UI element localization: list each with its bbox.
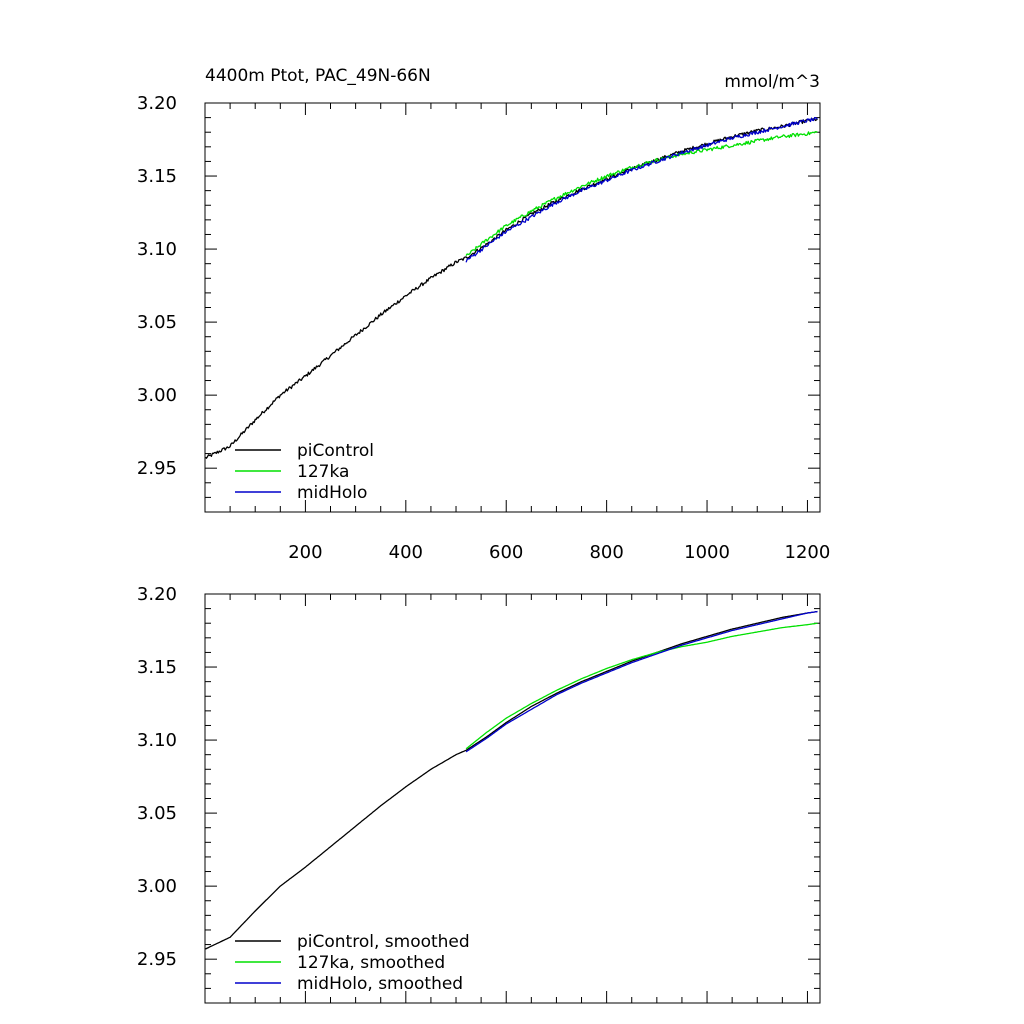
series-line-1 xyxy=(465,622,818,750)
y-tick-label: 3.00 xyxy=(137,385,177,406)
y-tick-label: 3.15 xyxy=(137,657,177,678)
series-line-2 xyxy=(465,117,818,263)
legend-label: midHolo, smoothed xyxy=(297,974,463,994)
x-tick-label: 1200 xyxy=(785,542,831,563)
bottom-panel: 2.95 3.00 3.05 3.10 3.15 3.20 piControl, smoot… xyxy=(137,584,821,1004)
y-tick-label: 3.05 xyxy=(137,803,177,824)
series-line-1 xyxy=(465,131,818,257)
series-line-2 xyxy=(465,610,818,753)
chart-title: 4400m Ptot, PAC_49N-66N xyxy=(205,66,431,86)
units-label: mmol/m^3 xyxy=(724,72,820,92)
legend-label: 127ka, smoothed xyxy=(297,953,445,973)
y-tick-label: 3.10 xyxy=(137,730,177,751)
series-line-0 xyxy=(205,117,818,459)
x-tick-label: 400 xyxy=(389,542,423,563)
x-tick-label: 800 xyxy=(589,542,623,563)
y-tick-label: 3.20 xyxy=(137,93,177,114)
y-tick-label: 3.20 xyxy=(137,584,177,605)
y-tick-label: 3.10 xyxy=(137,239,177,260)
series-line-0 xyxy=(205,610,818,950)
y-tick-label: 3.05 xyxy=(137,312,177,333)
legend-label: 127ka xyxy=(297,462,349,482)
y-tick-label: 2.95 xyxy=(137,949,177,970)
x-tick-label: 200 xyxy=(288,542,322,563)
y-tick-label: 3.15 xyxy=(137,166,177,187)
legend-label: piControl, smoothed xyxy=(297,932,470,952)
y-tick-label: 2.95 xyxy=(137,458,177,479)
top-panel: 2.95 3.00 3.05 3.10 3.15 3.20 200 400 600 800 1000… xyxy=(137,66,830,563)
legend-label: piControl xyxy=(297,441,374,461)
x-tick-label: 1000 xyxy=(684,542,730,563)
x-tick-label: 600 xyxy=(489,542,523,563)
legend-label: midHolo xyxy=(297,483,367,503)
y-tick-label: 3.00 xyxy=(137,876,177,897)
